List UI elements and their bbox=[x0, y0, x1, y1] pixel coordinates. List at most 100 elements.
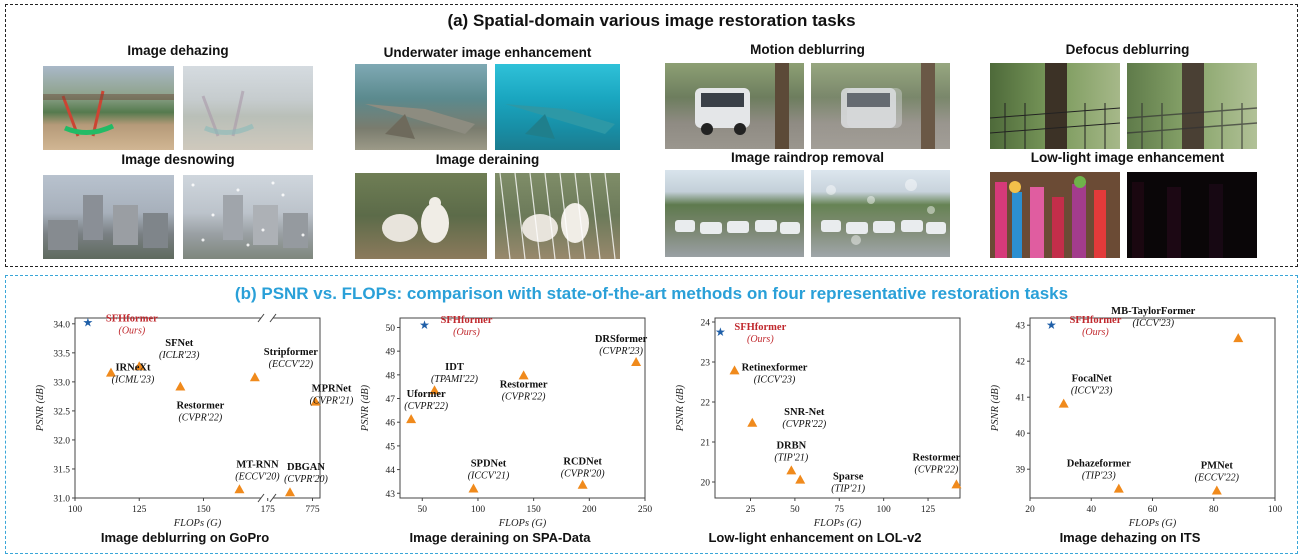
chart-gopro: 31.0 31.5 32.0 32.5 33.0 33.5 34.0 100 125 150 175… bbox=[35, 314, 354, 529]
y-tick-label: 50 bbox=[386, 324, 396, 334]
method-name-label: Retinexformer bbox=[742, 362, 808, 373]
axis-break-gap bbox=[261, 316, 273, 500]
ours-star-marker: ★ bbox=[715, 325, 726, 339]
chart-lol-v2-caption: Low-light enhancement on LOL-v2 bbox=[708, 530, 922, 545]
x-tick-label: 200 bbox=[582, 505, 597, 515]
method-venue-label: (CVPR'23) bbox=[599, 346, 643, 357]
task-label-raindrop-removal: Image raindrop removal bbox=[730, 150, 885, 165]
triangle-marker bbox=[1058, 398, 1069, 408]
x-tick-label: 175 bbox=[261, 505, 276, 515]
method-venue-label: (ICCV'23) bbox=[1132, 318, 1174, 329]
dehazing-clear-photo bbox=[43, 66, 174, 150]
task-label-motion-deblurring: Motion deblurring bbox=[750, 42, 865, 57]
motion-blurred-photo bbox=[811, 63, 950, 149]
y-tick-label: 33.0 bbox=[53, 378, 70, 388]
method-venue-label: (CVPR'22) bbox=[502, 391, 546, 402]
x-tick-label: 80 bbox=[1209, 505, 1219, 515]
method-venue-label: (CVPR'21) bbox=[310, 396, 354, 407]
y-tick-label: 32.0 bbox=[53, 436, 70, 446]
ours-star-marker: ★ bbox=[82, 316, 93, 330]
triangle-marker bbox=[234, 484, 245, 494]
x-tick-label: 60 bbox=[1148, 505, 1158, 515]
method-name-label: SNR-Net bbox=[784, 407, 825, 418]
method-venue-label: (CVPR'20) bbox=[284, 474, 328, 485]
chart-its: 39 40 41 42 43 20 40 60 80 100 FLOPs (G) PSNR (dB) ★… bbox=[990, 306, 1282, 529]
method-name-label: RCDNet bbox=[563, 457, 602, 468]
x-tick-label: 100 bbox=[68, 505, 83, 515]
y-tick-label: 31.5 bbox=[53, 465, 70, 475]
method-venue-label: (TPAMI'22) bbox=[431, 374, 479, 385]
task-label-defocus-deblurring: Defocus deblurring bbox=[1065, 42, 1190, 57]
task-label-desnowing: Image desnowing bbox=[121, 152, 235, 167]
triangle-marker bbox=[795, 474, 806, 484]
method-name-label: DRBN bbox=[776, 440, 806, 451]
x-tick-label: 125 bbox=[921, 505, 936, 515]
method-name-label: SPDNet bbox=[471, 459, 507, 470]
ours-star-marker: ★ bbox=[419, 318, 430, 332]
method-name-label: SFHformer bbox=[106, 314, 158, 325]
x-tick-label: 50 bbox=[790, 505, 800, 515]
method-venue-label: (TIP'21) bbox=[774, 452, 808, 463]
underwater-enhanced-photo bbox=[355, 64, 487, 150]
method-name-label: IDT bbox=[445, 362, 464, 373]
y-tick-label: 46 bbox=[386, 419, 396, 429]
task-label-dehazing: Image dehazing bbox=[127, 43, 229, 58]
x-axis-label: FLOPs (G) bbox=[1128, 518, 1177, 529]
method-venue-label: (ECCV'20) bbox=[235, 471, 280, 482]
method-venue-label: (Ours) bbox=[1082, 327, 1109, 338]
x-tick-label: 40 bbox=[1087, 505, 1097, 515]
triangle-marker bbox=[1211, 485, 1222, 495]
y-tick-label: 43 bbox=[1016, 322, 1026, 332]
method-venue-label: (ICCV'23) bbox=[754, 374, 796, 385]
x-tick-label: 25 bbox=[746, 505, 756, 515]
y-tick-label: 47 bbox=[386, 395, 396, 405]
panel-b: (b) PSNR vs. FLOPs: comparison with stat… bbox=[5, 275, 1298, 554]
method-name-label: Restormer bbox=[913, 452, 961, 463]
triangle-marker bbox=[134, 361, 145, 371]
method-venue-label: (Ours) bbox=[747, 334, 774, 345]
method-venue-label: (CVPR'22) bbox=[915, 464, 959, 475]
y-tick-label: 23 bbox=[701, 359, 711, 369]
lowlight-dark-photo bbox=[1127, 172, 1257, 258]
triangle-marker bbox=[1113, 483, 1124, 493]
method-venue-label: (ICLR'23) bbox=[159, 350, 200, 361]
triangle-marker bbox=[310, 396, 321, 406]
y-tick-label: 42 bbox=[1016, 358, 1026, 368]
method-name-label: Dehazeformer bbox=[1067, 459, 1131, 470]
y-tick-label: 24 bbox=[701, 319, 711, 329]
raindrop-degraded-photo bbox=[811, 170, 950, 257]
method-venue-label: (CVPR'22) bbox=[178, 413, 222, 424]
y-axis-label: PSNR (dB) bbox=[675, 384, 686, 432]
y-tick-label: 32.5 bbox=[53, 407, 70, 417]
panel-a: (a) Spatial-domain various image restora… bbox=[5, 4, 1298, 267]
ours-star-marker: ★ bbox=[1046, 318, 1057, 332]
plot-frame bbox=[399, 317, 646, 499]
method-venue-label: (ICCV'21) bbox=[468, 471, 510, 482]
method-venue-label: (ECCV'22) bbox=[1195, 472, 1240, 483]
y-tick-label: 40 bbox=[1016, 430, 1026, 440]
x-tick-label: 75 bbox=[835, 505, 845, 515]
y-tick-label: 39 bbox=[1016, 466, 1026, 476]
method-venue-label: (Ours) bbox=[119, 326, 146, 337]
method-name-label: MPRNet bbox=[312, 384, 352, 395]
method-name-label: PMNet bbox=[1201, 460, 1234, 471]
y-tick-label: 41 bbox=[1016, 394, 1026, 404]
x-axis-label: FLOPs (G) bbox=[498, 518, 547, 529]
x-tick-label: 100 bbox=[1268, 505, 1283, 515]
triangle-marker bbox=[429, 385, 440, 395]
method-name-label: FocalNet bbox=[1072, 374, 1113, 385]
y-axis-label: PSNR (dB) bbox=[360, 384, 371, 432]
dehazing-hazy-photo bbox=[183, 66, 313, 150]
axis-break-mark bbox=[269, 493, 277, 503]
method-name-label: MB-TaylorFormer bbox=[1111, 306, 1196, 317]
method-venue-label: (CVPR'22) bbox=[404, 401, 448, 412]
method-name-label: IRNeXt bbox=[115, 363, 150, 374]
x-tick-label: 20 bbox=[1025, 505, 1035, 515]
x-tick-label: 100 bbox=[471, 505, 486, 515]
method-venue-label: (ECCV'22) bbox=[269, 359, 314, 370]
triangle-marker bbox=[249, 372, 260, 382]
desnowing-snowy-photo bbox=[183, 175, 313, 259]
y-tick-label: 21 bbox=[701, 439, 711, 449]
method-name-label: Restormer bbox=[176, 401, 224, 412]
triangle-marker bbox=[406, 414, 417, 424]
